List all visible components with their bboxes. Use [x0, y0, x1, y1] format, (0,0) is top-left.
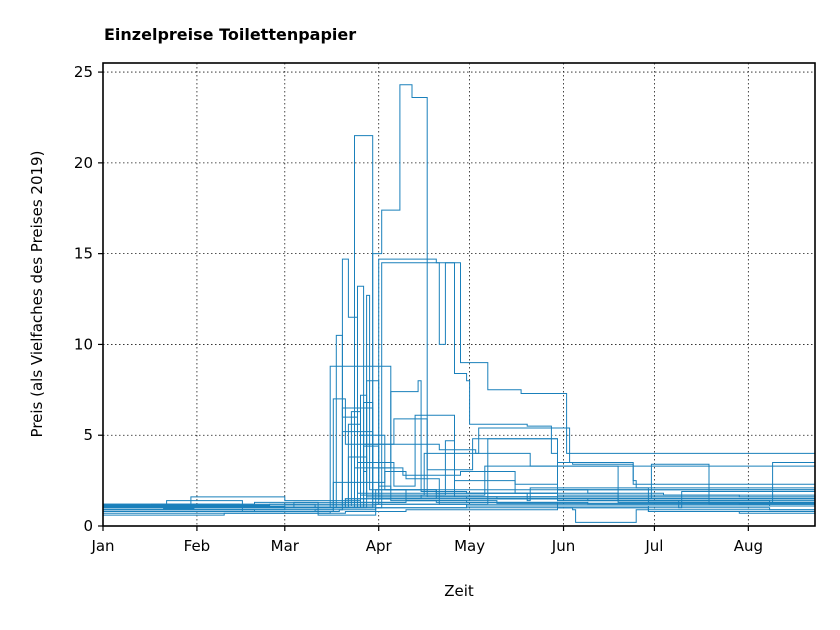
- series-group: [103, 84, 816, 523]
- series-line: [103, 285, 816, 511]
- y-tick-label: 25: [74, 63, 93, 81]
- axis-ticks: Jan Feb Mar Apr May Jun Jul Aug 0 5 10 15 20 25: [74, 63, 763, 555]
- chart-title: Einzelpreise Toilettenpapier: [104, 25, 356, 44]
- series-line: [103, 498, 815, 505]
- x-tick-label: Mar: [271, 537, 300, 555]
- x-tick-label: Jan: [90, 537, 114, 555]
- x-tick-label: Jun: [551, 537, 575, 555]
- series-line: [103, 411, 816, 507]
- x-tick-label: May: [454, 537, 485, 555]
- y-tick-label: 10: [74, 335, 93, 353]
- x-tick-label: Aug: [734, 537, 763, 555]
- series-line: [103, 380, 815, 509]
- series-line: [103, 262, 815, 509]
- y-tick-label: 5: [83, 426, 93, 444]
- grid: [103, 63, 815, 526]
- series-line: [103, 431, 815, 512]
- series-line: [103, 507, 815, 523]
- series-line: [103, 380, 816, 507]
- y-tick-label: 15: [74, 245, 93, 263]
- series-line: [103, 445, 815, 511]
- series-line: [103, 258, 816, 507]
- x-tick-label: Jul: [644, 537, 663, 555]
- series-line: [103, 258, 816, 507]
- y-tick-label: 20: [74, 154, 93, 172]
- y-tick-label: 0: [83, 517, 93, 535]
- series-line: [103, 84, 816, 509]
- x-axis-label: Zeit: [444, 582, 474, 600]
- plot-frame: [102, 62, 816, 527]
- y-axis-label: Preis (als Vielfaches des Preises 2019): [28, 151, 46, 438]
- series-line: [103, 491, 815, 512]
- x-tick-label: Apr: [366, 537, 393, 555]
- series-line: [103, 402, 816, 507]
- x-tick-label: Feb: [184, 537, 211, 555]
- series-line: [103, 423, 815, 509]
- series-line: [103, 414, 816, 509]
- series-line: [103, 394, 816, 509]
- series-line: [103, 135, 816, 507]
